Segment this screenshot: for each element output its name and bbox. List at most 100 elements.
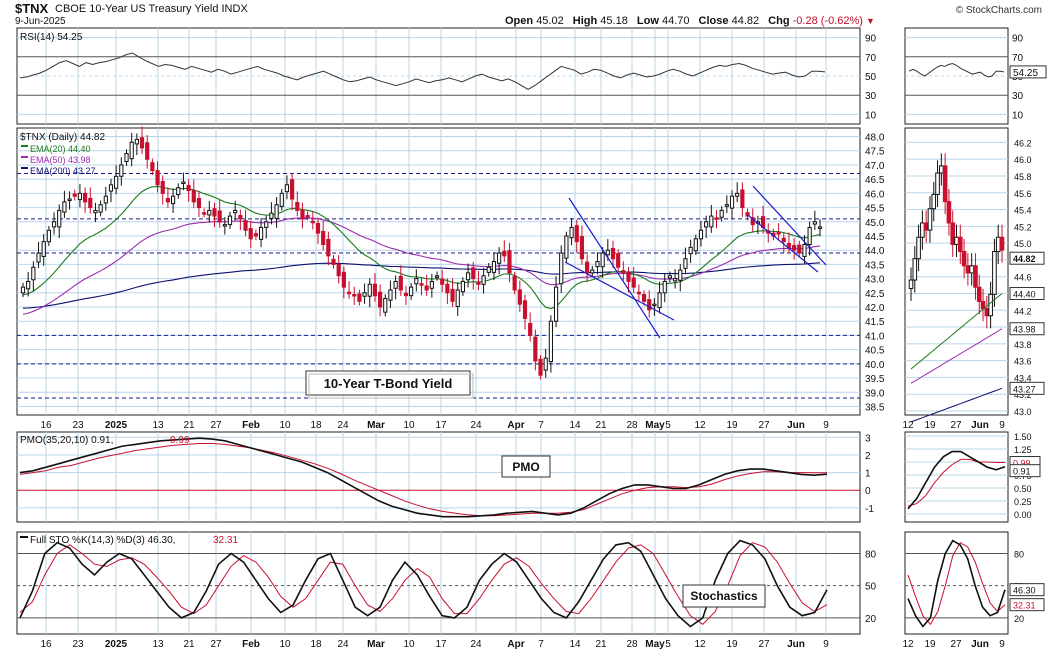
trendline [747,214,819,273]
candle-body [595,261,600,268]
price-tick-label: 41.0 [865,331,885,342]
symbol: $TNX [15,1,49,16]
mini-ema-line [910,387,1003,423]
mini-rsi-badge-label: 54.25 [1013,68,1038,79]
rsi-tick-label: 30 [865,91,877,102]
candle-body [719,209,724,218]
candle-body [26,280,31,290]
mini-candle-body [920,222,925,238]
mini-candle-body [916,236,921,260]
candle-body [362,292,367,297]
mini-x-tick-label: 12 [902,420,914,431]
candle-body [372,283,378,297]
mini-price-tick-label: 46.2 [1014,138,1032,148]
x-tick-label: 13 [152,639,164,650]
x-tick-label: 27 [210,639,222,650]
candle-body [672,278,678,282]
x-tick-label: 24 [337,420,349,431]
candle-body [119,164,124,177]
candle-body [440,278,445,285]
pmo-tick-label: 1 [865,469,871,480]
candle-body [367,283,372,297]
high-label: High [572,15,598,27]
mini-ema-line [910,328,1003,384]
candle-body [802,244,807,257]
candle-body [284,184,290,193]
candle-body [735,192,740,197]
candle-body [621,270,626,274]
price-tick-label: 46.0 [865,189,885,200]
pmo-tick-label: -1 [865,504,874,515]
candle-body [652,303,657,307]
candle-body [559,252,564,285]
candle-body [481,275,486,285]
mini-rsi-badge [1009,65,1047,79]
panel-frame [904,431,1009,523]
candle-body [538,358,543,376]
mini-price-tick-label: 45.0 [1014,239,1032,249]
open-label: Open [505,15,534,27]
x-tick-label: May [645,420,665,431]
x-tick-label: 21 [183,639,195,650]
mini-price-badge [1009,286,1045,300]
candle-body [647,299,652,311]
candle-body [170,195,176,205]
candle-body [600,252,605,268]
mini-price-tick-label: 45.2 [1014,222,1032,232]
price-tick-label: 40.5 [865,346,885,357]
mini-pmo-tick-label: 1.50 [1014,432,1032,442]
candle-body [662,280,667,294]
chg-label: Chg [768,15,790,27]
mini-price-tick-label: 44.6 [1014,273,1032,283]
candle-body [585,261,590,274]
candle-body [398,275,403,291]
x-tick-label: 18 [310,420,322,431]
x-tick-label: 18 [310,639,322,650]
candle-body [124,153,129,163]
x-tick-label: 27 [758,420,770,431]
candle-body [352,294,357,297]
mini-pmo-tick-label: 1.25 [1014,445,1032,455]
mini-candle-body [923,222,929,231]
candle-body [51,221,57,228]
close-label: Close [698,15,729,27]
candle-body [745,212,750,217]
mini-candle-body [976,286,982,302]
price-tick-label: 47.0 [865,161,885,172]
candle-body [616,253,621,268]
mini-x-tick-label: 9 [999,420,1005,431]
mini-candle-body [984,308,990,317]
low-label: Low [636,15,659,27]
x-tick-label: 10 [279,639,291,650]
candle-body [72,193,77,197]
x-tick-label: 27 [210,420,222,431]
mini-candle-body [969,265,974,274]
ema50-legend: EMA(50) 43.98 [30,155,91,165]
candle-body [667,275,673,279]
pmo-label: PMO [512,460,539,474]
x-tick-label: 12 [694,639,706,650]
x-tick-label: 10 [403,420,415,431]
ema200-line [22,262,821,309]
mini-price-tick-label: 44.2 [1014,306,1032,316]
mini-pmo-tick-label: 0.00 [1014,510,1032,520]
x-tick-label: 5 [665,639,671,650]
pmo-tick-label: 0 [865,486,871,497]
x-tick-label: 9 [823,420,829,431]
candle-body [497,252,502,264]
price-tick-label: 45.5 [865,204,885,215]
price-tick-label: 42.5 [865,289,885,300]
candle-body [341,271,346,288]
candle-body [450,288,455,302]
copyright[interactable]: © StockCharts.com [955,5,1042,16]
ema200-swatch [21,167,28,169]
candle-body [476,281,481,285]
candle-body [264,221,269,228]
mini-price-badge-label: 43.98 [1013,325,1036,335]
mini-sto-badge [1009,583,1045,597]
rsi-tick-label: 90 [865,34,877,45]
candle-body [108,184,114,192]
candle-body [693,238,698,252]
candle-body [678,269,683,281]
chart-date: 9-Jun-2025 [15,16,66,27]
